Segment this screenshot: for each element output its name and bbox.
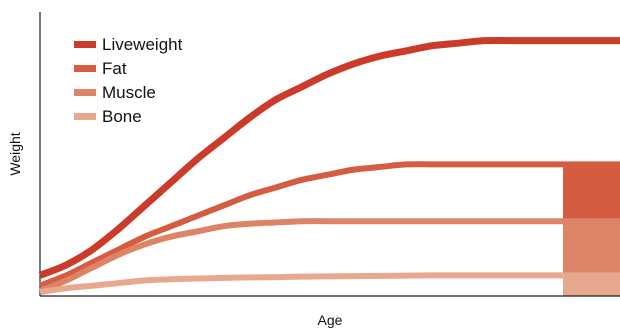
legend-label-bone: Bone	[102, 106, 142, 126]
fat-block	[563, 164, 620, 222]
legend-label-fat: Fat	[102, 58, 127, 78]
legend-item-muscle: Muscle	[74, 80, 182, 104]
legend-item-bone: Bone	[74, 104, 182, 128]
legend-swatch-liveweight	[74, 40, 96, 48]
y-axis-label: Weight	[7, 132, 23, 176]
legend-item-fat: Fat	[74, 56, 182, 80]
legend: Liveweight Fat Muscle Bone	[74, 32, 182, 128]
series-line-bone	[39, 272, 620, 296]
legend-swatch-fat	[74, 64, 96, 72]
series-line-fat	[38, 161, 620, 289]
legend-swatch-muscle	[74, 88, 96, 96]
x-axis-label: Age	[317, 312, 343, 328]
series-line-liveweight	[38, 36, 620, 279]
muscle-block	[563, 221, 620, 276]
legend-item-liveweight: Liveweight	[74, 32, 182, 56]
legend-label-muscle: Muscle	[102, 82, 156, 102]
bone-block	[563, 275, 620, 296]
legend-label-liveweight: Liveweight	[102, 34, 183, 54]
legend-swatch-bone	[74, 112, 96, 120]
series-line-muscle	[38, 218, 620, 294]
